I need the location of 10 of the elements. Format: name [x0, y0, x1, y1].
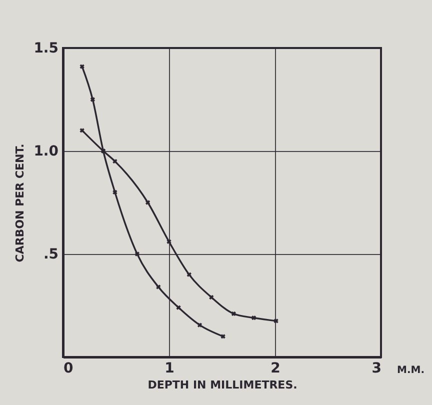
x-tick-label: 2	[270, 360, 280, 376]
y-tick-label: 1.5	[34, 40, 58, 56]
x-tick-label: 3	[372, 360, 382, 376]
y-tick-label: 1.0	[34, 144, 59, 160]
x-tick-label: 1	[164, 360, 174, 376]
x-axis-title: DEPTH IN MILLIMETRES.	[148, 378, 298, 392]
y-axis-title: CARBON PER CENT.	[14, 144, 27, 262]
x-tick-label: 0	[64, 360, 74, 376]
y-tick-label: .5	[43, 246, 58, 262]
text: M.M.	[397, 365, 424, 376]
